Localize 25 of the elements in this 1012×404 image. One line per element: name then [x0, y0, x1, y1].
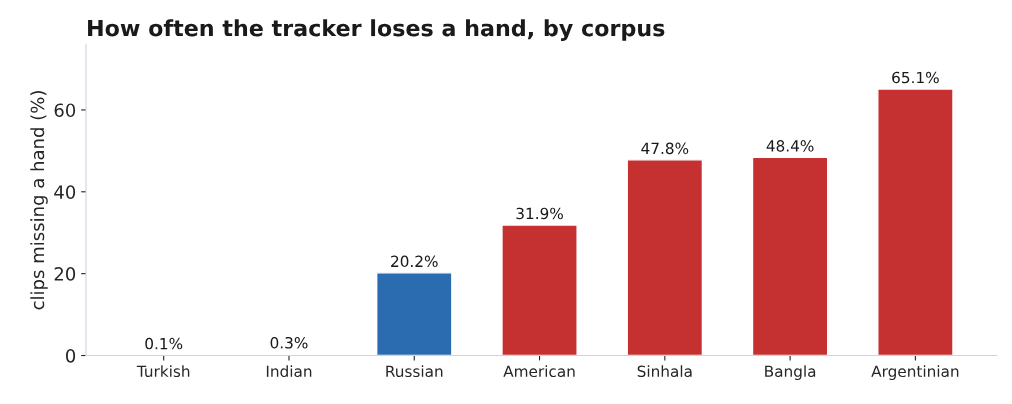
data-label: 47.8% [641, 142, 689, 155]
data-label: 0.1% [145, 337, 183, 350]
data-label: 65.1% [892, 71, 939, 84]
y-tick-label: 40 [54, 185, 76, 199]
x-tick-label: Argentinian [871, 365, 959, 381]
data-label: 48.4% [766, 140, 814, 152]
x-tick-label: Turkish [136, 365, 190, 378]
bar [751, 156, 829, 356]
data-label: 20.2% [391, 255, 438, 268]
y-tick-label: 60 [54, 103, 76, 118]
x-tick-label: American [503, 365, 575, 378]
bar [501, 224, 578, 356]
bar [626, 159, 704, 356]
x-tick-label: Sinhala [637, 365, 692, 378]
y-tick-label: 20 [54, 267, 76, 281]
x-tick-label: Indian [266, 365, 312, 378]
data-label: 31.9% [516, 207, 563, 220]
x-tick-label: Bangla [765, 365, 816, 381]
chart-title: How often the tracker loses a hand, by corpus [88, 19, 665, 41]
y-axis-title: clips missing a hand (%) [30, 91, 48, 310]
bar [877, 88, 954, 356]
bar [375, 272, 453, 356]
data-label: 0.3% [270, 337, 308, 349]
x-tick-label: Russian [386, 365, 443, 378]
y-tick-label: 0 [66, 348, 76, 363]
